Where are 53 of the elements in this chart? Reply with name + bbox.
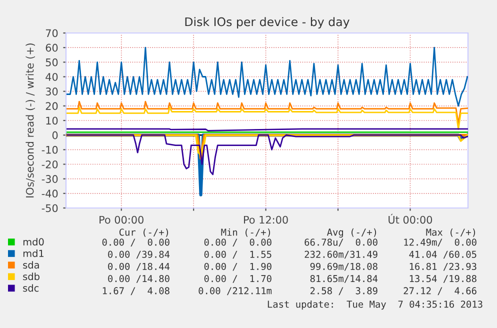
y-tick-label: 70	[46, 29, 58, 38]
text: 232.60m/31.49	[304, 250, 378, 259]
text: 0.00 /212.11m	[198, 287, 272, 296]
text: 0.00 / 1.55	[204, 250, 272, 259]
y-tick-label: -20	[42, 160, 58, 168]
y-tick-label: 10	[46, 116, 58, 125]
text: 2.58 / 3.89	[310, 287, 378, 296]
text: 0.00 / 0.00	[102, 238, 170, 247]
x-tick-label: Po 00:00	[100, 216, 144, 224]
text: 0.00 /14.80	[108, 275, 170, 283]
x-tick-label: Po 12:00	[244, 216, 288, 224]
y-tick-label: 0	[52, 131, 58, 140]
y-tick-label: 60	[46, 44, 58, 52]
text: 13.54 /19.88	[410, 275, 476, 283]
y-tick-label: 40	[46, 72, 58, 81]
legend-label: sdc	[23, 284, 39, 292]
y-tick-label: -30	[42, 175, 58, 183]
text: Last update: Tue May 7 04:35:16 2013	[268, 300, 482, 310]
text: Min (-/+)	[221, 228, 270, 237]
line-series	[66, 134, 468, 156]
text: 0.00 / 1.70	[204, 275, 272, 283]
y-tick-label: 50	[46, 58, 58, 66]
text: 16.81 /23.93	[410, 262, 476, 271]
line-series	[66, 100, 468, 124]
text: 27.12 / 4.66	[404, 287, 476, 296]
text: Cur (-/+)	[119, 228, 168, 237]
text: 81.65m/14.84	[310, 275, 378, 283]
y-tick-label: -10	[42, 146, 58, 154]
text: Max (-/+)	[426, 228, 476, 237]
y-tick-label: -50	[42, 204, 58, 212]
text: 0.00 /39.84	[108, 250, 170, 259]
text: 99.69m/18.08	[310, 262, 378, 271]
y-axis-title: IOs/second read (-) / write (+)	[26, 43, 35, 198]
x-tick-label: Út 00:00	[388, 214, 432, 224]
text: 0.00 / 0.00	[204, 238, 272, 247]
text: 66.78u/ 0.00	[304, 238, 378, 247]
text: 0.00 /18.44	[108, 262, 170, 271]
legend-label: md0	[23, 238, 44, 246]
legend-label: sda	[23, 261, 39, 269]
line-series	[66, 134, 468, 176]
text: 41.04 /60.05	[409, 250, 476, 259]
legend-label: md1	[23, 250, 44, 258]
text: 0.00 / 1.90	[204, 262, 272, 271]
line-series	[66, 106, 468, 130]
text: Avg (-/+)	[327, 228, 376, 238]
y-tick-label: 20	[46, 102, 58, 110]
y-tick-label: -40	[42, 190, 58, 198]
chart-title: Disk IOs per device - by day	[185, 17, 350, 29]
text: 1.67 / 4.08	[102, 287, 170, 296]
text: 12.49m/ 0.00	[404, 238, 476, 247]
y-tick-label: 30	[46, 88, 58, 96]
legend-label: sdb	[23, 272, 40, 280]
line-series	[66, 46, 468, 107]
